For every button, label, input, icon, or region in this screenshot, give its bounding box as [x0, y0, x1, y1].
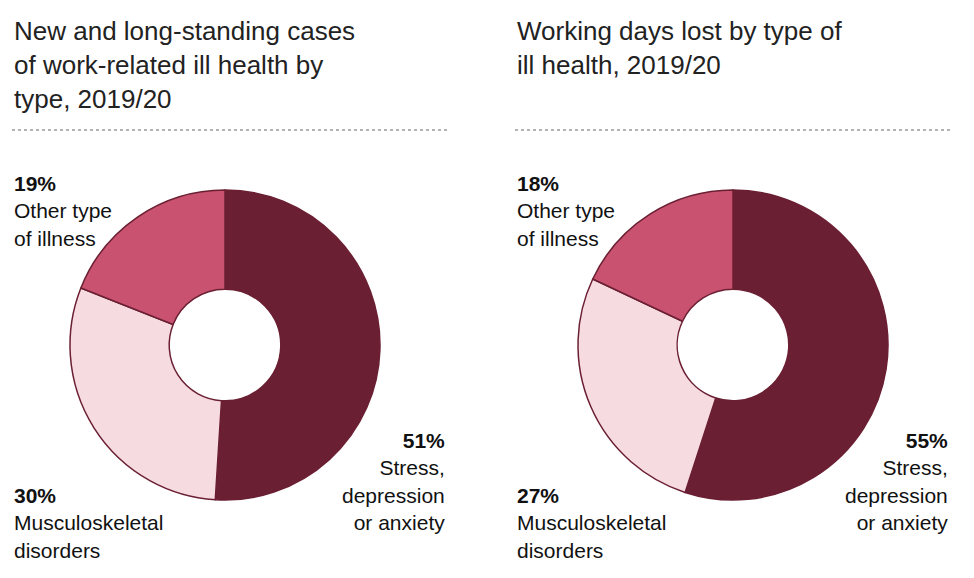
svg-text:51%Stress,depressionor anxiety: 51%Stress,depressionor anxiety: [342, 429, 445, 534]
svg-text:55%Stress,depressionor anxiety: 55%Stress,depressionor anxiety: [845, 429, 948, 534]
svg-text:New and long-standing casesof: New and long-standing casesof work-relat…: [14, 16, 355, 114]
svg-text:27%Musculoskeletaldisorders: 27%Musculoskeletaldisorders: [517, 484, 666, 562]
svg-text:19%Other typeof illness: 19%Other typeof illness: [14, 172, 112, 250]
svg-text:Working days lost by type ofil: Working days lost by type ofill health, …: [517, 16, 842, 80]
svg-text:18%Other typeof illness: 18%Other typeof illness: [517, 172, 615, 250]
svg-text:30%Musculoskeletaldisorders: 30%Musculoskeletaldisorders: [14, 484, 163, 562]
